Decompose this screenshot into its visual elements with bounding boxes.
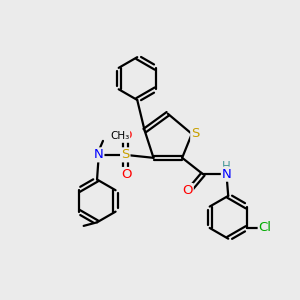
Text: O: O [121, 129, 132, 142]
Text: S: S [191, 128, 200, 140]
Text: Cl: Cl [259, 221, 272, 235]
Text: S: S [121, 148, 130, 161]
Text: O: O [121, 168, 132, 181]
Text: N: N [222, 168, 232, 181]
Text: CH₃: CH₃ [110, 130, 130, 140]
Text: N: N [94, 148, 103, 161]
Text: H: H [222, 160, 231, 173]
Text: O: O [182, 184, 193, 197]
